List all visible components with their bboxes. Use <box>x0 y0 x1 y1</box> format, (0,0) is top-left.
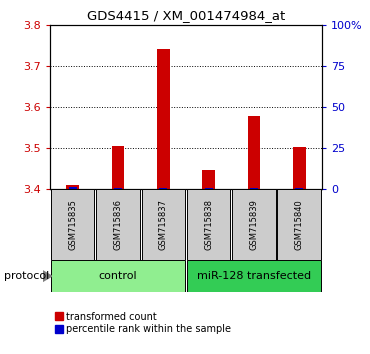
Polygon shape <box>43 271 52 281</box>
Bar <box>232 189 276 260</box>
Text: GSM715838: GSM715838 <box>204 199 213 250</box>
Bar <box>205 188 213 189</box>
Bar <box>51 189 94 260</box>
Bar <box>187 189 231 260</box>
Bar <box>248 116 260 189</box>
Bar <box>295 188 303 189</box>
Bar <box>159 188 167 189</box>
Bar <box>51 260 185 292</box>
Bar <box>68 187 77 189</box>
Bar <box>66 185 79 189</box>
Bar <box>141 189 185 260</box>
Text: GSM715840: GSM715840 <box>295 199 304 250</box>
Text: GSM715839: GSM715839 <box>249 199 258 250</box>
Bar <box>250 188 258 189</box>
Legend: transformed count, percentile rank within the sample: transformed count, percentile rank withi… <box>55 312 232 335</box>
Text: GSM715836: GSM715836 <box>114 199 122 250</box>
Text: GSM715837: GSM715837 <box>159 199 168 250</box>
Bar <box>157 50 169 189</box>
Bar <box>187 260 321 292</box>
Bar <box>114 188 122 189</box>
Bar <box>96 189 140 260</box>
Text: GSM715835: GSM715835 <box>68 199 77 250</box>
Text: miR-128 transfected: miR-128 transfected <box>197 271 311 281</box>
Title: GDS4415 / XM_001474984_at: GDS4415 / XM_001474984_at <box>87 9 285 22</box>
Text: protocol: protocol <box>4 271 49 281</box>
Bar <box>278 189 321 260</box>
Bar <box>112 146 124 189</box>
Text: control: control <box>99 271 137 281</box>
Bar <box>293 147 306 189</box>
Bar <box>202 170 215 189</box>
